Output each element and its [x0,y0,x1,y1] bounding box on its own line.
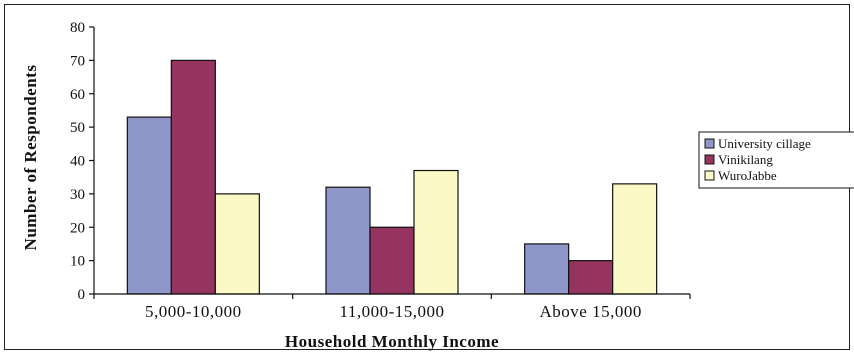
y-tick-label: 50 [70,120,85,136]
y-tick-label: 10 [70,254,85,270]
legend-box [698,131,854,189]
bar-vinikilang-0 [170,59,216,295]
legend-label: Vinikilang [718,152,773,167]
y-tick-label: 0 [78,287,86,303]
bar-wurojabbe-2 [612,183,658,295]
bar-university-cillage-0 [126,116,172,295]
legend-label: WuroJabbe [718,168,777,183]
x-axis-label: Household Monthly Income [285,332,499,351]
bar-wurojabbe-1 [413,169,459,295]
bar-wurojabbe-0 [214,193,260,295]
y-axis-label: Number of Respondents [21,65,40,251]
legend-label: University cillage [718,136,811,151]
legend-swatch [704,154,715,165]
bar-university-cillage-1 [325,186,371,295]
y-tick-label: 80 [70,20,85,36]
y-tick-label: 40 [70,154,85,170]
legend-swatch [704,170,715,181]
x-tick-label: Above 15,000 [540,302,642,321]
y-tick-label: 20 [70,220,85,236]
y-tick-label: 30 [70,187,85,203]
bar-university-cillage-2 [524,243,570,295]
bar-vinikilang-1 [369,226,415,295]
bar-vinikilang-2 [568,260,614,295]
x-tick-label: 5,000-10,000 [145,302,242,321]
y-tick-label: 70 [70,53,85,69]
x-tick-label: 11,000-15,000 [339,302,444,321]
y-tick-label: 60 [70,87,85,103]
legend-swatch [704,138,715,149]
